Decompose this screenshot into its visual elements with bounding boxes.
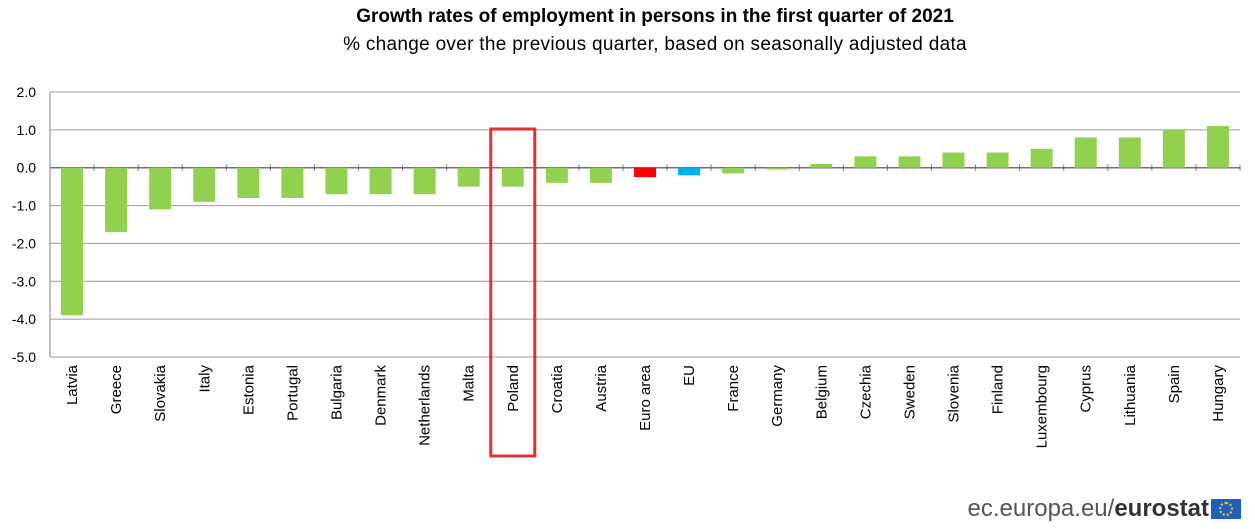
bar-eu [678, 167, 701, 176]
bar-bulgaria [325, 167, 348, 195]
x-tick-label: Luxembourg [1034, 365, 1051, 448]
y-tick-label: -5.0 [12, 349, 36, 365]
bar-spain [1162, 129, 1185, 168]
x-tick-label: Croatia [549, 364, 566, 413]
bar-estonia [237, 167, 260, 198]
eu-flag-icon [1211, 499, 1241, 519]
source-footer: ec.europa.eu/eurostat [968, 495, 1241, 523]
bar-italy [193, 167, 216, 202]
highlight-box-poland [489, 127, 537, 458]
x-tick-label: Slovakia [152, 364, 169, 421]
x-tick-label: Belgium [813, 365, 830, 419]
x-tick-label: Euro area [637, 364, 654, 431]
x-tick-label: Austria [593, 364, 610, 411]
x-tick-label: Czechia [857, 364, 874, 419]
x-tick-label: Cyprus [1078, 365, 1095, 413]
x-tick-label: EU [681, 365, 698, 386]
bar-portugal [281, 167, 304, 198]
bar-france [722, 167, 745, 174]
x-tick-label: Netherlands [417, 365, 434, 446]
bar-poland [501, 167, 524, 187]
y-tick-label: -3.0 [12, 273, 36, 289]
bar-greece [105, 167, 128, 233]
x-tick-label: Latvia [64, 364, 81, 405]
y-tick-label: 0.0 [17, 160, 37, 176]
x-tick-label: Malta [461, 364, 478, 401]
bar-sweden [898, 156, 921, 168]
x-tick-label: Poland [505, 365, 522, 412]
chart-subtitle: % change over the previous quarter, base… [343, 34, 967, 55]
bar-lithuania [1118, 137, 1141, 168]
footer-brand: eurostat [1114, 495, 1209, 522]
x-tick-label: Spain [1166, 365, 1183, 403]
bar-slovenia [942, 152, 965, 168]
y-tick-label: -1.0 [12, 198, 36, 214]
bar-belgium [810, 163, 833, 168]
x-tick-label: Denmark [373, 365, 390, 426]
bar-denmark [369, 167, 392, 195]
x-tick-label: Italy [196, 365, 213, 393]
x-tick-label: Slovenia [946, 364, 963, 422]
bar-latvia [61, 167, 84, 316]
bar-croatia [545, 167, 568, 183]
x-tick-label: Sweden [901, 365, 918, 419]
footer-site: ec.europa.eu/ [967, 495, 1115, 522]
x-tick-label: Bulgaria [328, 364, 345, 420]
x-tick-label: Finland [990, 365, 1007, 414]
x-tick-label: Hungary [1210, 365, 1227, 422]
y-tick-label: 2.0 [17, 84, 37, 100]
bar-luxembourg [1030, 148, 1053, 168]
bar-finland [986, 152, 1009, 168]
y-tick-label: -4.0 [12, 311, 36, 327]
bar-malta [457, 167, 480, 187]
bar-czechia [854, 156, 877, 168]
bar-germany [766, 167, 789, 170]
x-tick-label: France [725, 365, 742, 412]
bar-netherlands [413, 167, 436, 195]
x-tick-label: Estonia [240, 364, 257, 415]
bar-cyprus [1074, 137, 1097, 168]
y-tick-label: 1.0 [17, 122, 37, 138]
bar-austria [589, 167, 612, 183]
x-tick-label: Greece [108, 365, 125, 414]
x-tick-label: Germany [769, 365, 786, 427]
bar-slovakia [149, 167, 172, 210]
x-tick-label: Portugal [284, 365, 301, 421]
bar-hungary [1206, 126, 1229, 168]
y-tick-label: -2.0 [12, 235, 36, 251]
x-tick-label: Lithuania [1122, 364, 1139, 426]
bar-euro-area [634, 167, 656, 178]
chart-title: Growth rates of employment in persons in… [356, 6, 954, 27]
